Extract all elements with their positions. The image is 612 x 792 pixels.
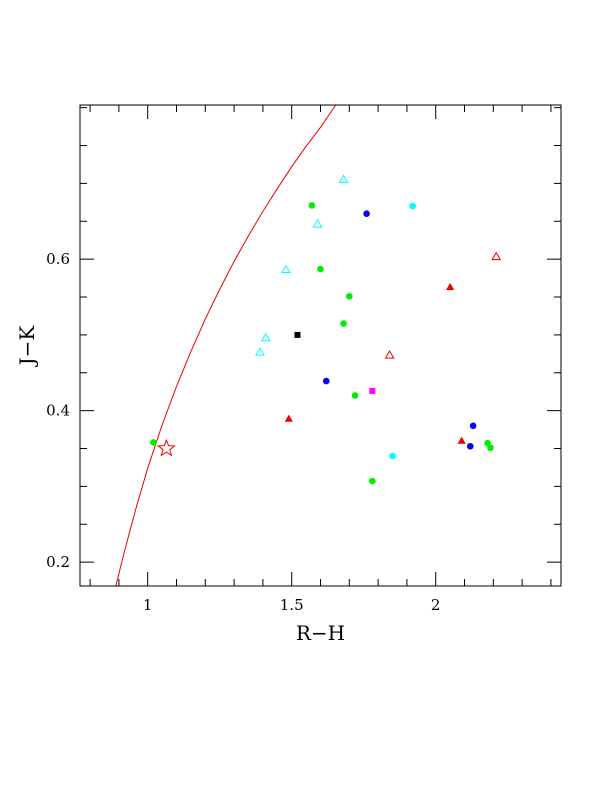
tick-marks [80, 105, 561, 586]
data-point-open-triangle [260, 332, 271, 342]
data-point-filled-triangle [457, 436, 466, 444]
data-point-filled-triangle [446, 282, 455, 290]
plot-frame [79, 104, 562, 587]
data-point-circle [469, 422, 477, 430]
data-point-circle [308, 202, 316, 209]
data-point-circle [346, 292, 353, 300]
data-point-open-triangle [255, 347, 265, 356]
y-tick-labels: 0.2 0.4 0.6 [46, 250, 70, 571]
model-curve [115, 105, 336, 586]
data-point-circle [487, 444, 494, 452]
x-tick-labels: 1 1.5 2 [143, 596, 441, 614]
data-point-open-triangle [491, 251, 502, 261]
data-point-open-triangle [384, 350, 395, 359]
data-point-circle [466, 442, 474, 450]
data-point-filled-triangle [284, 414, 293, 422]
data-points [150, 174, 502, 485]
data-point-circle [340, 320, 347, 327]
data-point-square [294, 331, 301, 338]
x-tick-label: 1.5 [280, 596, 304, 614]
data-point-open-triangle [338, 174, 349, 183]
data-point-square [369, 387, 376, 394]
data-point-star [156, 438, 176, 457]
x-tick-label: 2 [431, 596, 441, 614]
y-tick-label: 0.6 [46, 250, 70, 268]
data-point-circle [389, 452, 396, 460]
data-point-circle [150, 439, 157, 446]
data-point-open-triangle [312, 219, 323, 228]
data-point-circle [363, 210, 370, 217]
y-tick-label: 0.2 [46, 553, 70, 571]
data-point-circle [369, 477, 376, 485]
x-tick-label: 1 [143, 596, 153, 614]
model-curve-layer [115, 105, 336, 586]
x-axis-label: R−H [296, 621, 345, 645]
data-point-open-triangle [280, 264, 291, 274]
y-axis-label: J−K [15, 325, 39, 368]
data-point-circle [409, 202, 416, 210]
data-point-circle [351, 392, 359, 399]
data-point-circle [322, 377, 330, 385]
data-point-circle [317, 265, 324, 273]
y-tick-label: 0.4 [46, 402, 70, 420]
